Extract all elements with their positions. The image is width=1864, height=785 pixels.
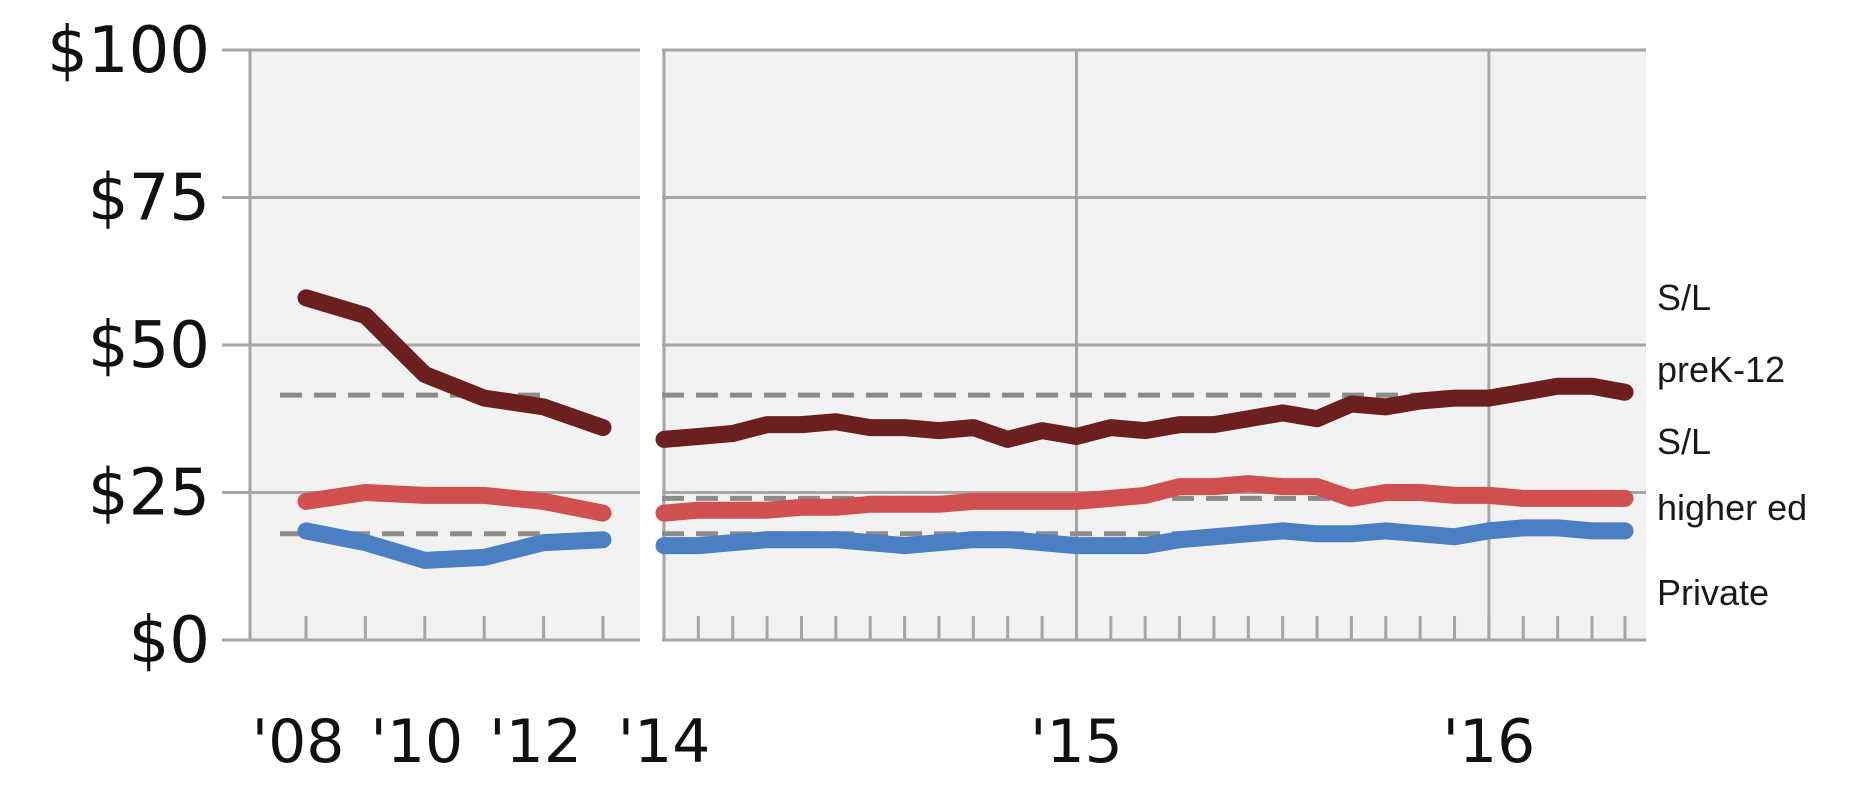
series-labels: S/L preK-12 S/L higher ed Private xyxy=(1657,277,1807,613)
y-tick-label-100: $100 xyxy=(47,14,210,88)
x-tick-labels: '08 '10 '12 '14 '15 '16 xyxy=(252,707,1536,777)
series-line-annual-private xyxy=(297,522,612,569)
x-tick-label-10: '10 xyxy=(370,707,463,777)
series-line-monthly-sl_prek12 xyxy=(655,377,1634,448)
axes xyxy=(222,48,1646,642)
x-tick-label-08: '08 xyxy=(252,707,345,777)
series-label-sl-higher-ed-line2: higher ed xyxy=(1657,487,1807,528)
series-line-monthly-sl_higher_ed xyxy=(655,475,1634,522)
y-tick-label-50: $50 xyxy=(88,309,210,383)
y-tick-labels: $0 $25 $50 $75 $100 xyxy=(47,14,210,678)
series-line-annual-sl_higher_ed xyxy=(297,484,612,522)
y-tick-label-0: $0 xyxy=(129,604,210,678)
series-lines xyxy=(297,289,1634,569)
series-label-sl-prek12-line2: preK-12 xyxy=(1657,349,1785,390)
y-tick-label-25: $25 xyxy=(88,457,210,531)
series-line-annual-sl_prek12 xyxy=(297,289,612,437)
x-tick-label-14: '14 xyxy=(618,707,711,777)
x-tick-label-15: '15 xyxy=(1030,707,1123,777)
x-tick-label-16: '16 xyxy=(1442,707,1535,777)
series-label-sl-higher-ed-line1: S/L xyxy=(1657,421,1711,462)
series-label-private: Private xyxy=(1657,572,1769,613)
x-tick-label-12: '12 xyxy=(489,707,582,777)
series-label-sl-prek12-line1: S/L xyxy=(1657,277,1711,318)
series-line-monthly-private xyxy=(655,519,1634,555)
y-tick-label-75: $75 xyxy=(88,162,210,236)
